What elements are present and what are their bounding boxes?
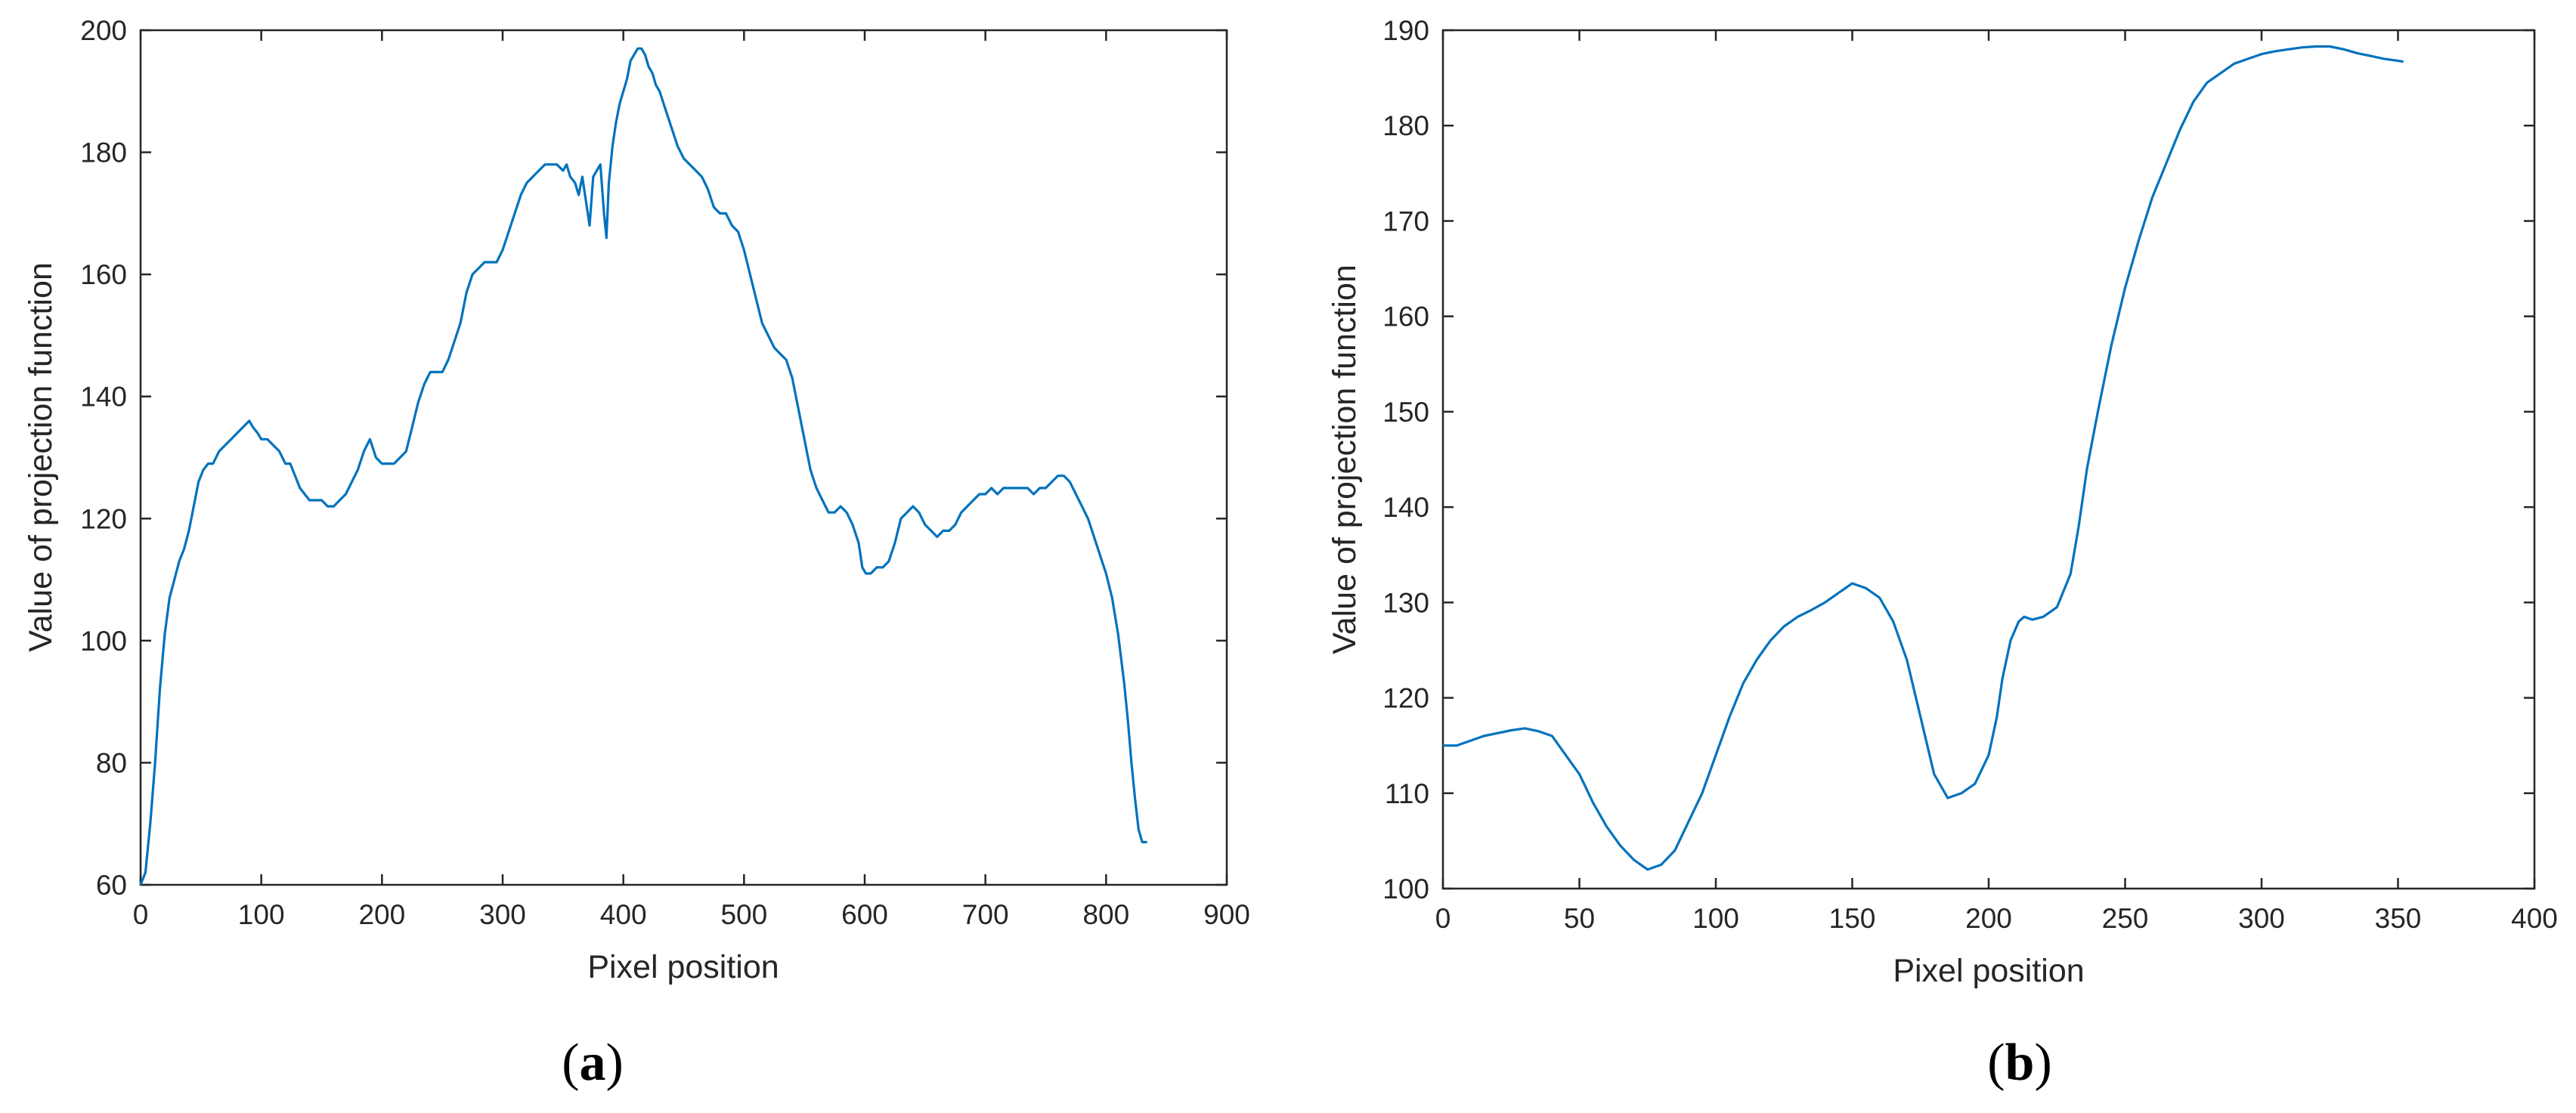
y-tick-label-a-7: 200	[80, 15, 127, 46]
series-line-a	[139, 47, 1147, 886]
panel-label-b: (b)	[1987, 1034, 2052, 1092]
panel-label-a: (a)	[562, 1034, 624, 1092]
chart-panel-b: 100 110 120 130 140 150 160 170 180 190 0 50 100 150…	[1327, 15, 2558, 1092]
x-axis-ticks-b: 0 50 100 150 200 250 300 350 400	[1435, 30, 2558, 934]
x-axis-ticks-a: 0 100 200 300 400 500 600 700 800 900	[133, 30, 1250, 930]
x-axis-label-b: Pixel position	[1893, 953, 2084, 989]
x-tick-label-a-3: 300	[479, 899, 526, 930]
y-tick-label-b-5: 150	[1382, 397, 1429, 428]
y-axis-ticks-a: 60 80 100 120 140 160 180 200	[80, 15, 1227, 901]
x-tick-label-b-3: 150	[1829, 903, 1876, 934]
x-tick-label-b-1: 50	[1564, 903, 1595, 934]
x-tick-label-b-6: 300	[2238, 903, 2285, 934]
y-tick-label-b-0: 100	[1382, 873, 1429, 904]
y-tick-label-b-6: 160	[1382, 301, 1429, 332]
x-tick-label-a-5: 500	[720, 899, 767, 930]
x-tick-label-b-5: 250	[2102, 903, 2149, 934]
y-axis-label-a: Value of projection function	[23, 262, 59, 652]
plot-area-b	[1441, 29, 2536, 890]
x-axis-label-a: Pixel position	[587, 949, 779, 985]
x-tick-label-a-7: 700	[962, 899, 1009, 930]
y-tick-label-a-4: 140	[80, 382, 127, 413]
y-tick-label-a-5: 160	[80, 259, 127, 290]
x-tick-label-b-8: 400	[2511, 903, 2558, 934]
y-tick-label-b-9: 190	[1382, 15, 1429, 46]
y-tick-label-b-8: 180	[1382, 110, 1429, 141]
x-tick-label-a-0: 0	[133, 899, 149, 930]
y-tick-label-b-2: 120	[1382, 683, 1429, 714]
y-tick-label-a-0: 60	[96, 870, 127, 901]
series-line-b	[1443, 45, 2404, 871]
y-tick-label-a-6: 180	[80, 138, 127, 168]
y-axis-label-b: Value of projection function	[1327, 264, 1363, 654]
y-tick-label-b-3: 130	[1382, 587, 1429, 618]
x-tick-label-a-6: 600	[841, 899, 888, 930]
x-tick-label-a-4: 400	[600, 899, 647, 930]
x-tick-label-b-7: 350	[2375, 903, 2422, 934]
y-tick-label-a-1: 80	[96, 747, 127, 778]
x-tick-label-b-0: 0	[1435, 903, 1451, 934]
plot-area-a	[139, 29, 1228, 886]
x-tick-label-a-1: 100	[238, 899, 285, 930]
y-tick-label-b-7: 170	[1382, 206, 1429, 237]
y-axis-ticks-b: 100 110 120 130 140 150 160 170 180 190	[1382, 15, 2534, 904]
y-tick-label-b-1: 110	[1385, 778, 1429, 809]
x-tick-label-b-4: 200	[1965, 903, 2012, 934]
y-tick-label-b-4: 140	[1382, 492, 1429, 523]
x-tick-label-a-8: 800	[1082, 899, 1129, 930]
y-tick-label-a-3: 120	[80, 503, 127, 534]
x-tick-label-b-2: 100	[1692, 903, 1739, 934]
x-tick-label-a-9: 900	[1203, 899, 1250, 930]
y-tick-label-a-2: 100	[80, 626, 127, 657]
x-tick-label-a-2: 200	[358, 899, 405, 930]
